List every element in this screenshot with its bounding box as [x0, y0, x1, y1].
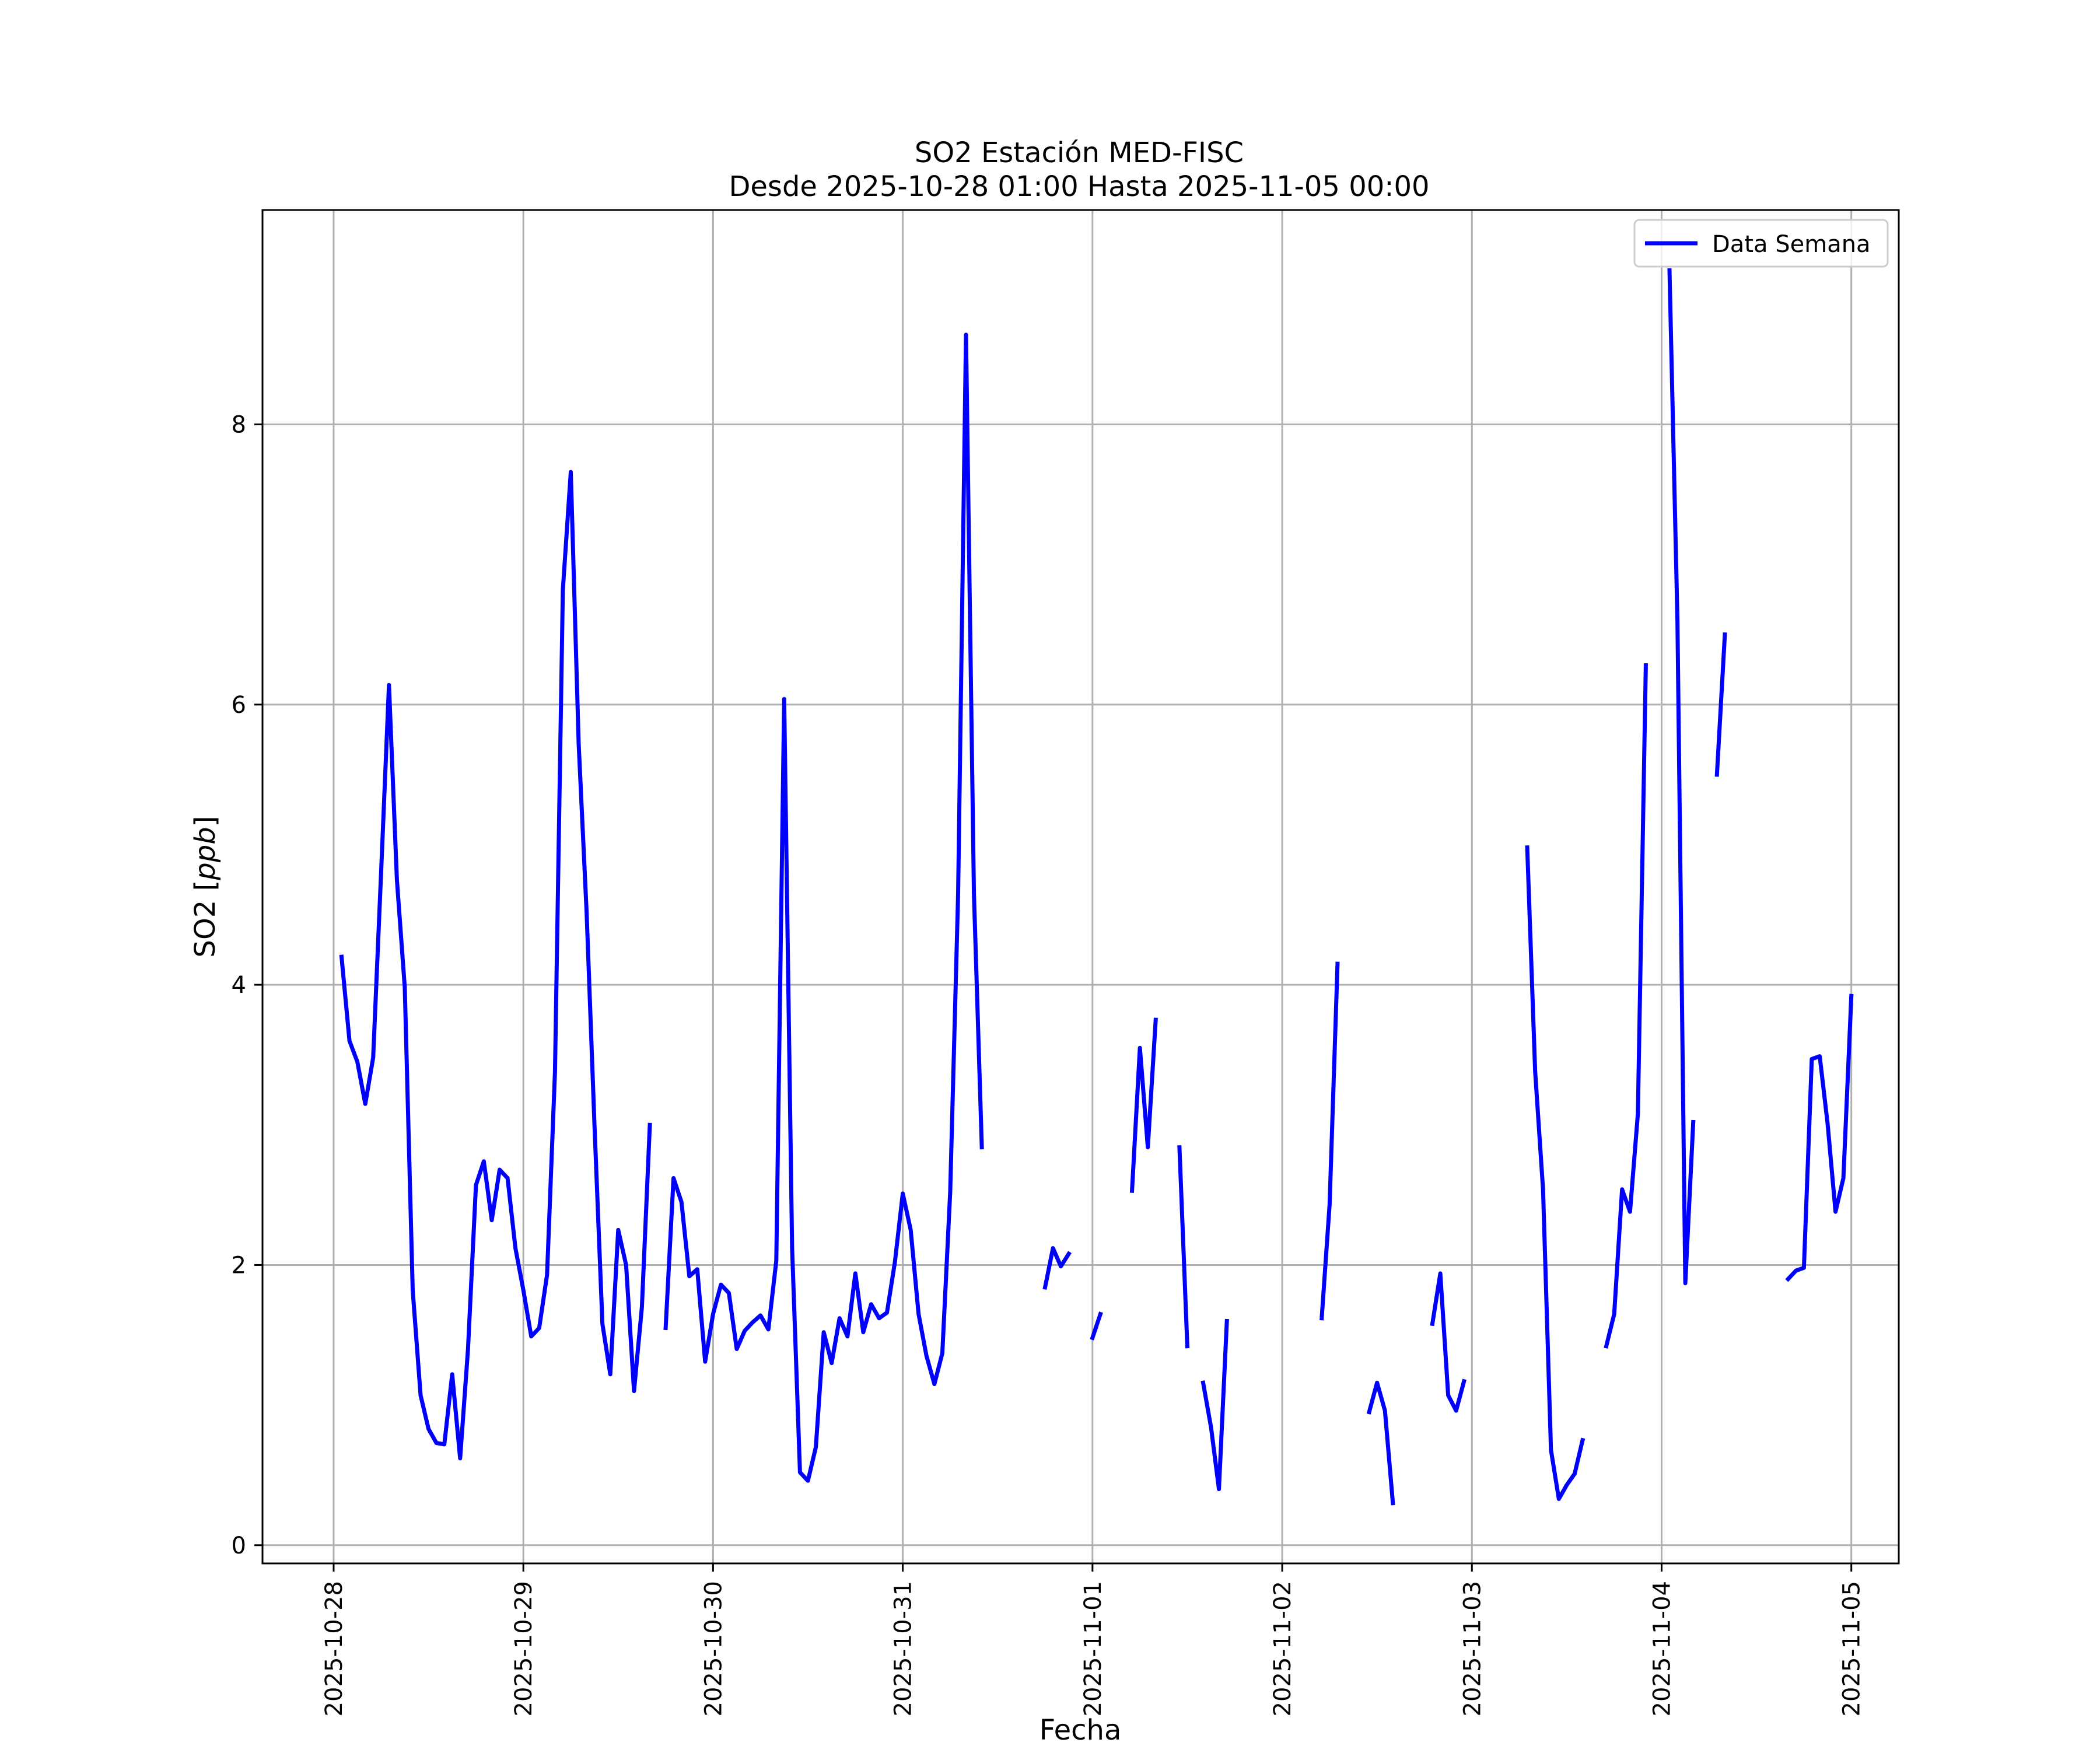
y-tick-label: 2 [232, 1252, 246, 1279]
series-line-segment [1090, 1311, 1103, 1341]
plot-frame [261, 209, 1900, 1565]
grid-lines [262, 210, 1899, 1563]
series-line-segment [1667, 268, 1696, 1286]
legend-label: Data Semana [1712, 231, 1871, 258]
x-tick-label: 2025-10-28 [321, 1581, 348, 1716]
x-tick-label: 2025-10-31 [890, 1581, 917, 1716]
x-tick-label: 2025-11-03 [1459, 1581, 1486, 1716]
series-line-segment [1200, 1318, 1229, 1492]
x-tick-label: 2025-10-29 [510, 1581, 537, 1716]
x-tick-label: 2025-11-01 [1080, 1581, 1107, 1716]
series-line-segment [1129, 1017, 1158, 1193]
x-tick-label: 2025-11-05 [1839, 1581, 1866, 1716]
series-line-segment [1430, 1271, 1466, 1413]
series-line-segment [1177, 1145, 1190, 1349]
series-line-segment [1320, 961, 1340, 1321]
series-line-segment [339, 470, 652, 1461]
legend-box [1633, 219, 1889, 268]
y-axis-label: SO2 [ppb] [189, 816, 222, 958]
chart-title-line-1: SO2 Estación MED-FISC [915, 137, 1244, 169]
y-axis-ticks: 0 2 4 6 8 [232, 411, 262, 1559]
y-tick-label: 6 [232, 692, 246, 719]
y-tick-label: 8 [232, 411, 246, 438]
chart-title-line-2: Desde 2025-10-28 01:00 Hasta 2025-11-05 … [729, 170, 1429, 203]
series-line-segment [1604, 663, 1648, 1349]
x-tick-label: 2025-11-04 [1648, 1581, 1675, 1716]
series-line-segment [1366, 1380, 1395, 1506]
y-axis-label-prefix: SO2 [ [189, 880, 222, 958]
series-line-segment [1785, 993, 1854, 1282]
x-axis-ticks: 2025-10-28 2025-10-29 2025-10-30 2025-10-31… [321, 1563, 1866, 1716]
legend: Data Semana [1633, 219, 1889, 268]
y-tick-label: 4 [232, 972, 246, 999]
series-line-segment [1714, 632, 1727, 777]
series-line-segment [1525, 845, 1586, 1501]
y-tick-label: 0 [232, 1532, 246, 1559]
series-line-segment [663, 333, 984, 1483]
x-tick-label: 2025-11-02 [1269, 1581, 1296, 1716]
series-layer [339, 268, 1854, 1506]
y-axis-label-unit: ppb [189, 827, 222, 880]
y-axis-label-suffix: ] [189, 816, 222, 827]
x-tick-label: 2025-10-30 [700, 1581, 727, 1716]
series-line-segment [1042, 1246, 1072, 1290]
x-axis-label: Fecha [1040, 1714, 1122, 1747]
